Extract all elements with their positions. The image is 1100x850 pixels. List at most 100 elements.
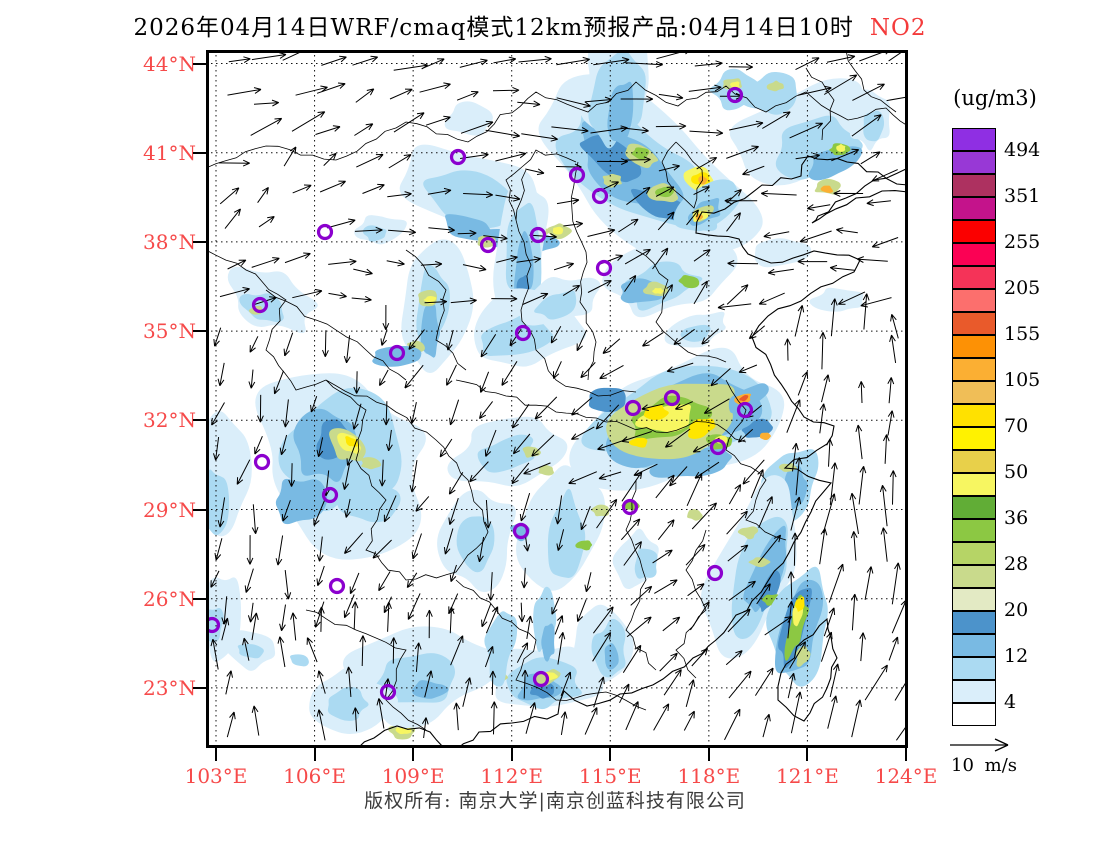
wind-arrow-icon — [409, 460, 418, 493]
colorbar — [952, 128, 996, 726]
concentration-blob — [290, 654, 309, 667]
wind-arrow-icon — [519, 492, 531, 522]
wind-arrow-icon — [829, 264, 856, 272]
wind-arrow-icon — [292, 288, 323, 299]
wind-arrow-icon — [662, 616, 681, 632]
wind-arrow-icon — [484, 499, 492, 529]
wind-arrow-icon — [354, 226, 383, 234]
lat-label: 23°N — [143, 675, 196, 700]
wind-arrow-icon — [737, 428, 754, 443]
colorbar-cell — [952, 703, 996, 726]
wind-arrow-icon — [425, 115, 451, 126]
wind-arrow-icon — [587, 280, 612, 293]
map-boundary-line — [206, 81, 908, 169]
wind-arrow-icon — [888, 636, 899, 661]
concentration-blob — [477, 434, 535, 473]
wind-arrow-icon — [380, 329, 388, 346]
wind-arrow-icon — [516, 642, 529, 663]
lat-label: 29°N — [143, 497, 196, 522]
wind-arrow-icon — [462, 264, 487, 272]
wind-arrow-icon — [624, 274, 637, 292]
map-boundary-line — [505, 149, 577, 221]
wind-arrow-icon — [830, 298, 838, 337]
wind-arrow-icon — [453, 702, 461, 731]
wind-arrow-icon — [828, 563, 844, 603]
wind-arrow-icon — [886, 96, 908, 102]
station-marker — [663, 389, 681, 407]
wind-arrow-icon — [221, 617, 230, 641]
concentration-blob — [484, 611, 518, 687]
wind-arrow-icon — [758, 496, 773, 528]
concentration-blob — [759, 432, 771, 441]
station-marker — [621, 498, 639, 516]
wind-arrow-icon — [797, 85, 832, 96]
wind-arrow-icon — [273, 370, 284, 395]
concentration-blob — [575, 540, 593, 551]
station-marker — [532, 670, 550, 688]
colorbar-tick-label: 205 — [1004, 277, 1041, 299]
wind-arrow-icon — [284, 252, 311, 264]
station-marker — [512, 522, 530, 540]
wind-arrow-icon — [763, 231, 790, 239]
wind-arrow-icon — [322, 330, 329, 358]
station-marker — [706, 564, 724, 582]
colorbar-tick-label: 28 — [1004, 553, 1029, 575]
map-boundary-line — [265, 289, 407, 381]
colorbar-cell — [952, 220, 996, 243]
wind-arrow-icon — [414, 642, 422, 672]
wind-arrow-icon — [483, 234, 508, 242]
wind-arrow-icon — [807, 204, 831, 211]
wind-arrow-icon — [630, 585, 653, 606]
wind-arrow-icon — [756, 583, 771, 605]
map-boundary-line — [457, 155, 908, 748]
colorbar-cell — [952, 404, 996, 427]
wind-arrow-icon — [691, 647, 709, 667]
map-boundary-line — [405, 249, 467, 371]
wind-arrow-icon — [556, 56, 590, 66]
wind-arrow-icon — [787, 600, 795, 639]
concentration-blob — [628, 437, 648, 448]
wind-arrow-icon — [385, 601, 392, 632]
lat-label: 26°N — [143, 586, 196, 611]
wind-arrow-icon — [313, 499, 326, 526]
wind-arrow-icon — [655, 474, 675, 499]
wind-arrow-icon — [419, 82, 451, 93]
wind-arrow-icon — [748, 325, 766, 340]
page-title: 2026年04月14日WRF/cmaq模式12km预报产品:04月14日10时 N… — [0, 8, 1060, 42]
wind-arrow-icon — [344, 532, 364, 554]
wind-arrow-icon — [534, 396, 558, 420]
wind-arrow-icon — [522, 292, 549, 305]
wind-arrow-icon — [449, 564, 457, 583]
wind-arrow-icon — [887, 410, 895, 436]
wind-arrow-icon — [710, 368, 731, 387]
wind-arrow-icon — [703, 398, 730, 414]
wind-arrow-icon — [880, 527, 888, 562]
map-border — [206, 50, 908, 748]
wind-arrow-icon — [554, 615, 564, 635]
wind-arrow-icon — [279, 434, 288, 456]
wind-arrow-icon — [560, 711, 568, 735]
wind-arrow-icon — [448, 497, 459, 526]
wind-arrow-icon — [821, 374, 830, 403]
wind-arrow-icon — [227, 259, 247, 270]
wind-arrow-icon — [372, 539, 392, 559]
wind-arrow-icon — [316, 709, 326, 741]
lon-tick — [806, 748, 809, 761]
wind-arrow-icon — [352, 403, 362, 430]
wind-arrow-icon — [576, 329, 588, 352]
wind-arrow-icon — [663, 669, 682, 696]
wind-arrow-icon — [408, 329, 425, 350]
wind-arrow-icon — [687, 583, 705, 597]
wind-arrow-icon — [618, 218, 639, 233]
wind-arrow-icon — [553, 262, 575, 271]
wind-arrow-icon — [292, 184, 312, 194]
colorbar-cell — [952, 128, 996, 151]
wind-arrow-icon — [685, 543, 706, 566]
map-boundary-line — [357, 725, 445, 748]
wind-arrow-icon — [356, 154, 384, 168]
concentration-blob — [678, 274, 700, 289]
wind-arrow-icon — [517, 100, 541, 108]
colorbar-tick-label: 494 — [1004, 139, 1041, 161]
wind-arrow-icon — [653, 703, 670, 731]
wind-arrow-icon — [726, 145, 759, 159]
